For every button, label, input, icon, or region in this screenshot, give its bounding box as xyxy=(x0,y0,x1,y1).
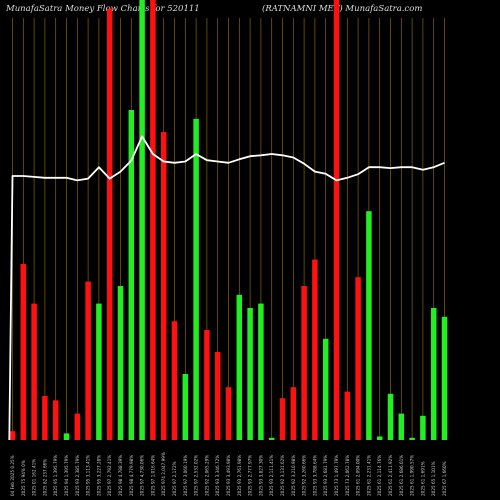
x-tick-label: 04 Feb 2025 0.25% xyxy=(10,455,15,496)
money-flow-bar xyxy=(376,436,383,440)
money-flow-bar xyxy=(268,437,275,440)
money-flow-bar xyxy=(214,352,221,440)
x-tick-label: 2025 93 2,761.98% xyxy=(237,455,242,496)
x-tick-label: 2025 92 3,210.98% xyxy=(291,455,296,496)
money-flow-bar xyxy=(398,413,405,440)
x-tick-label: 2025 61 2,686.01% xyxy=(399,455,404,496)
money-flow-bar xyxy=(322,338,329,440)
money-flow-bar xyxy=(301,286,307,440)
money-flow-bar xyxy=(430,308,437,440)
money-flow-bar xyxy=(139,0,145,440)
x-tick-label: 2025 92 3,260.66% xyxy=(302,455,307,496)
money-flow-bar xyxy=(387,393,394,440)
x-tick-label: 2025 98 4,779.98% xyxy=(129,455,134,496)
x-tick-label: 2025 92 3,131.62% xyxy=(280,455,285,496)
x-tick-label: 2025 97 4,730.06% xyxy=(140,455,145,496)
money-flow-bar xyxy=(247,308,253,440)
money-flow-bar xyxy=(236,294,243,440)
line-layer xyxy=(8,135,445,441)
x-tick-label: 2025 97 1,016.64% xyxy=(150,455,155,496)
money-flow-bar xyxy=(74,413,81,440)
x-tick-label: 2025 98 4,788.39% xyxy=(118,455,123,496)
money-flow-bar xyxy=(225,387,232,440)
x-tick-label: 2025 61 1,691% xyxy=(420,461,425,496)
money-flow-bar xyxy=(279,398,286,440)
money-flow-bar xyxy=(420,415,426,440)
money-flow-bar xyxy=(42,396,48,440)
x-tick-label: 2025 65 1,101% xyxy=(431,461,436,496)
x-label-layer: 04 Feb 2025 0.25% 2025 75 94% 0% 2025 01 1… xyxy=(10,452,447,496)
money-flow-bar xyxy=(312,259,318,440)
x-tick-label: 2025 93 2,385.79% xyxy=(75,455,80,496)
x-tick-label: 2025 974 2,047.99% xyxy=(161,452,166,496)
money-flow-bar xyxy=(258,303,264,440)
money-flow-bar xyxy=(117,286,124,440)
money-flow-bar xyxy=(85,281,91,440)
price-line xyxy=(8,135,445,441)
money-flow-bar xyxy=(344,391,351,440)
x-tick-label: 2025 93 3,493.98% xyxy=(226,455,231,496)
x-tick-label: 2025 95 3,227.28% xyxy=(96,455,101,496)
money-flow-bar xyxy=(63,433,70,440)
x-tick-label: 2025 93 2,777.97% xyxy=(248,455,253,496)
x-tick-label: 2025 82 237.66% xyxy=(42,459,47,496)
money-flow-bar xyxy=(409,437,415,440)
x-tick-label: 2025 97 2,532.02% xyxy=(194,455,199,496)
money-flow-bar xyxy=(96,303,102,440)
money-flow-bar xyxy=(9,431,16,440)
x-tick-label: 2025 61 2,231.41% xyxy=(366,455,371,496)
x-tick-label: 2025 97 2,792.41% xyxy=(107,455,112,496)
x-tick-label: 2025 75 94% 0% xyxy=(21,460,26,496)
chart-title-right: (RATNAMNI MET) MunafaSatra.com xyxy=(262,4,423,14)
x-tick-label: 2025 73 1,497.79% xyxy=(334,455,339,496)
x-tick-label: 2025 73 2,062.78% xyxy=(345,455,350,496)
money-flow-bar xyxy=(52,400,59,440)
money-flow-bar xyxy=(441,316,448,440)
x-tick-label: 2025 67 1,660% xyxy=(442,461,447,496)
money-flow-bar xyxy=(193,118,199,441)
x-tick-label: 2025 93 2,111.41% xyxy=(269,455,274,496)
money-flow-bar xyxy=(106,8,113,441)
x-tick-label: 2025 95 3,113.41% xyxy=(86,455,91,496)
x-tick-label: 2025 97 2,172% xyxy=(172,461,177,496)
money-flow-bar xyxy=(20,264,27,440)
money-flow-bar xyxy=(31,303,37,440)
bar-layer xyxy=(9,0,448,441)
money-flow-bar xyxy=(204,330,210,440)
x-tick-label: 2025 93 2,681.79% xyxy=(323,455,328,496)
x-tick-label: 2025 61 2,114.76% xyxy=(377,455,382,496)
x-tick-label: 2025 94 1,395.79% xyxy=(64,455,69,496)
x-tick-label: 2025 01 162.41% xyxy=(32,459,37,496)
chart-title-left: MunafaSatra Money Flow Charts for 520111 xyxy=(6,4,200,14)
x-tick-label: 2025 93 3,827.30% xyxy=(258,455,263,496)
money-flow-bar xyxy=(160,132,167,440)
x-tick-label: 2025 93 3,788.64% xyxy=(312,455,317,496)
x-tick-label: 2025 61 2,411.92% xyxy=(388,455,393,496)
x-tick-label: 2025 95 1,395.79% xyxy=(53,455,58,496)
x-tick-label: 2025 61 1,990.57% xyxy=(410,455,415,496)
money-flow-bar xyxy=(333,0,340,440)
money-flow-bar xyxy=(355,277,361,440)
x-tick-label: 2025 97 3,060.19% xyxy=(183,455,188,496)
x-tick-label: 2025 61 2,094.00% xyxy=(356,455,361,496)
x-tick-label: 2025 93 3,346.72% xyxy=(215,455,220,496)
grid-layer xyxy=(12,18,445,440)
money-flow-bar xyxy=(150,0,156,440)
money-flow-bar xyxy=(182,374,189,440)
money-flow-bar xyxy=(290,387,297,440)
money-flow-bar xyxy=(366,211,372,440)
x-tick-label: 2025 92 2,065.29% xyxy=(204,455,209,496)
money-flow-bar xyxy=(171,321,178,440)
money-flow-bar xyxy=(128,110,135,440)
